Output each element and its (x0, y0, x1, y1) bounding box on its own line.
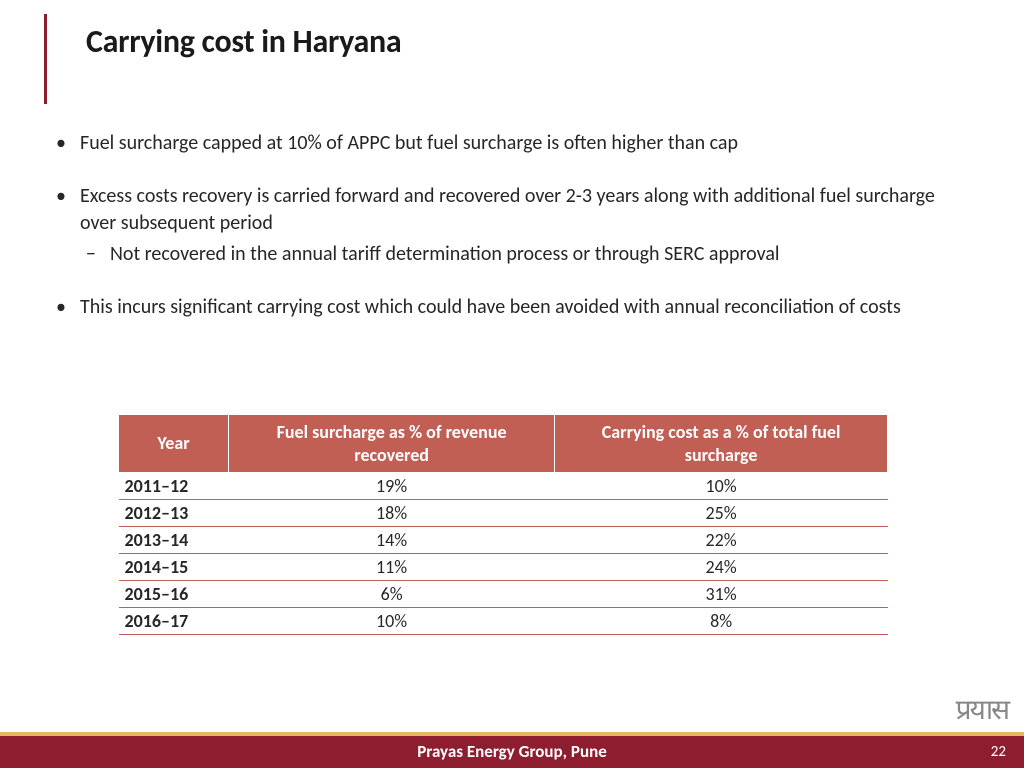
table-row: 2014–15 11% 24% (119, 554, 888, 581)
table-row: 2012–13 18% 25% (119, 500, 888, 527)
cell-carrying: 8% (555, 608, 888, 635)
table-row: 2011–12 19% 10% (119, 473, 888, 500)
cell-carrying: 25% (555, 500, 888, 527)
title-area: Carrying cost in Haryana (44, 22, 984, 61)
page-title: Carrying cost in Haryana (44, 22, 984, 61)
data-table: Year Fuel surcharge as % of revenue reco… (118, 414, 888, 635)
table-body: 2011–12 19% 10% 2012–13 18% 25% 2013–14 … (119, 473, 888, 635)
content-area: Fuel surcharge capped at 10% of APPC but… (52, 130, 964, 347)
bullet-text: Excess costs recovery is carried forward… (80, 184, 935, 235)
cell-year: 2014–15 (119, 554, 229, 581)
cell-surcharge: 10% (229, 608, 555, 635)
cell-surcharge: 14% (229, 527, 555, 554)
table-header: Year Fuel surcharge as % of revenue reco… (119, 415, 888, 473)
cell-carrying: 24% (555, 554, 888, 581)
cell-surcharge: 19% (229, 473, 555, 500)
cell-year: 2015–16 (119, 581, 229, 608)
cell-year: 2012–13 (119, 500, 229, 527)
bullet-item: Fuel surcharge capped at 10% of APPC but… (52, 130, 964, 157)
data-table-wrap: Year Fuel surcharge as % of revenue reco… (118, 414, 888, 635)
footer-org: Prayas Energy Group, Pune (417, 741, 607, 762)
bullet-item: Excess costs recovery is carried forward… (52, 183, 964, 268)
cell-carrying: 22% (555, 527, 888, 554)
title-accent-rule (44, 14, 47, 104)
table-row: 2013–14 14% 22% (119, 527, 888, 554)
bullet-item: This incurs significant carrying cost wh… (52, 294, 964, 321)
org-logo: प्रयास (956, 690, 1008, 728)
col-header-carrying: Carrying cost as a % of total fuel surch… (555, 415, 888, 473)
col-header-year: Year (119, 415, 229, 473)
page-number: 22 (991, 736, 1006, 768)
bullet-list: Fuel surcharge capped at 10% of APPC but… (52, 130, 964, 321)
sub-bullet-item: Not recovered in the annual tariff deter… (80, 241, 964, 268)
table-row: 2015–16 6% 31% (119, 581, 888, 608)
footer: Prayas Energy Group, Pune 22 (0, 736, 1024, 768)
cell-surcharge: 11% (229, 554, 555, 581)
col-header-surcharge: Fuel surcharge as % of revenue recovered (229, 415, 555, 473)
cell-carrying: 31% (555, 581, 888, 608)
table-row: 2016–17 10% 8% (119, 608, 888, 635)
sub-bullet-text: Not recovered in the annual tariff deter… (110, 242, 780, 266)
bullet-text: Fuel surcharge capped at 10% of APPC but… (80, 131, 738, 155)
cell-year: 2016–17 (119, 608, 229, 635)
sub-bullet-list: Not recovered in the annual tariff deter… (80, 241, 964, 268)
cell-surcharge: 6% (229, 581, 555, 608)
cell-year: 2011–12 (119, 473, 229, 500)
cell-year: 2013–14 (119, 527, 229, 554)
cell-carrying: 10% (555, 473, 888, 500)
table-header-row: Year Fuel surcharge as % of revenue reco… (119, 415, 888, 473)
bullet-text: This incurs significant carrying cost wh… (80, 295, 901, 319)
cell-surcharge: 18% (229, 500, 555, 527)
